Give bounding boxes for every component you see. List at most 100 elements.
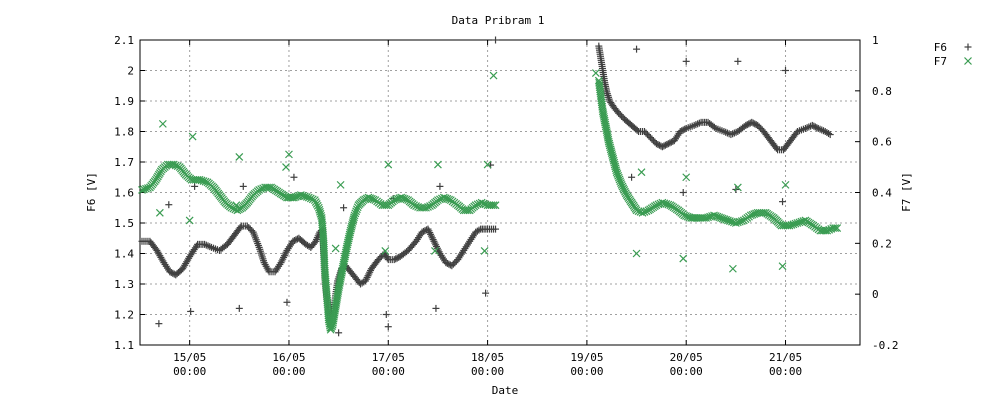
data-point [749,119,757,127]
x-tick-label: 00:00 [570,365,603,378]
data-point-outlier [191,182,199,190]
data-point [645,132,653,140]
data-point-outlier [682,57,690,65]
data-point [351,209,360,218]
legend-marker-f7 [964,57,972,65]
data-point [412,202,421,210]
data-point [823,226,832,235]
data-point-outlier [285,150,293,159]
data-point [616,111,624,119]
data-point [310,196,319,205]
chart-title: Data Pribram 1 [452,14,545,27]
data-point-outlier [158,119,167,128]
data-point [660,142,668,150]
data-point-outlier [336,180,345,189]
y-tick-label-left: 2 [127,65,134,78]
data-point [446,261,454,269]
data-point [245,224,253,232]
axes: 15/0500:0016/0500:0017/0500:0018/0500:00… [114,34,898,378]
data-point [667,138,675,146]
y-tick-label-left: 1.8 [114,126,134,139]
y-tick-label-left: 1.9 [114,95,134,108]
data-point [679,126,687,134]
y-tick-label-right: 0.6 [872,136,892,149]
y-axis-left-label: F6 [V] [85,172,98,212]
data-point [448,262,456,270]
data-point-outlier [436,182,444,190]
data-point [255,186,264,194]
data-point-outlier [340,204,348,212]
data-point-outlier [679,254,688,263]
data-point-outlier [381,247,390,255]
x-tick-label: 19/05 [570,351,603,364]
data-point [648,135,656,143]
series-f7 [138,69,842,334]
data-point-outlier [679,189,687,196]
data-points [138,36,842,337]
data-point-outlier [482,289,490,297]
data-point [442,259,450,267]
data-point [290,237,298,245]
x-tick-label: 00:00 [272,365,305,378]
data-point [166,268,174,276]
x-tick-label: 00:00 [372,365,405,378]
y-tick-label-left: 2.1 [114,34,134,47]
data-point-outlier [187,307,195,315]
data-point [649,137,657,145]
data-point [654,140,662,148]
data-point [640,128,648,135]
data-point [810,122,818,130]
data-point-outlier [778,262,787,271]
x-tick-label: 20/05 [670,351,703,364]
data-point [471,201,480,210]
x-tick-label: 16/05 [272,351,305,364]
x-tick-label: 00:00 [769,365,802,378]
data-point-outlier [782,67,790,74]
data-point [491,201,500,210]
data-point [833,224,842,233]
data-point [374,256,382,264]
data-point [424,202,432,211]
data-point [640,208,649,216]
data-point [392,255,400,263]
data-point [410,201,419,210]
data-point-outlier [235,304,243,312]
data-point [451,259,459,267]
data-point [426,202,434,210]
data-point [811,123,819,131]
x-axis-label: Date [492,384,519,397]
data-point-outlier [492,36,500,44]
data-point [642,129,650,137]
legend-marker-f6 [964,43,972,51]
y-tick-label-right: -0.2 [872,339,899,352]
series-f6 [138,36,834,337]
data-point [652,201,661,210]
data-point [352,205,361,214]
data-point [643,131,651,139]
data-point-outlier [384,323,392,331]
legend-label-f6: F6 [934,41,947,54]
data-point [813,124,821,132]
data-point [692,213,701,222]
data-point-outlier [733,183,742,192]
data-point [772,144,780,152]
data-point [661,141,669,149]
x-tick-label: 21/05 [769,351,802,364]
data-point-outlier [335,329,343,337]
data-point [754,121,762,129]
data-point [663,140,671,148]
data-point [376,254,384,262]
data-point-outlier [384,160,393,169]
data-point-outlier [734,57,742,65]
data-point [654,200,663,209]
data-point [169,160,178,169]
data-point [751,120,759,128]
data-point [171,161,180,170]
data-point-outlier [434,160,442,169]
data-point [737,217,746,226]
data-point [808,121,816,129]
data-point [492,225,500,233]
data-point [664,140,672,148]
data-point [755,123,763,131]
y-axis-right-label: F7 [V] [900,172,913,212]
